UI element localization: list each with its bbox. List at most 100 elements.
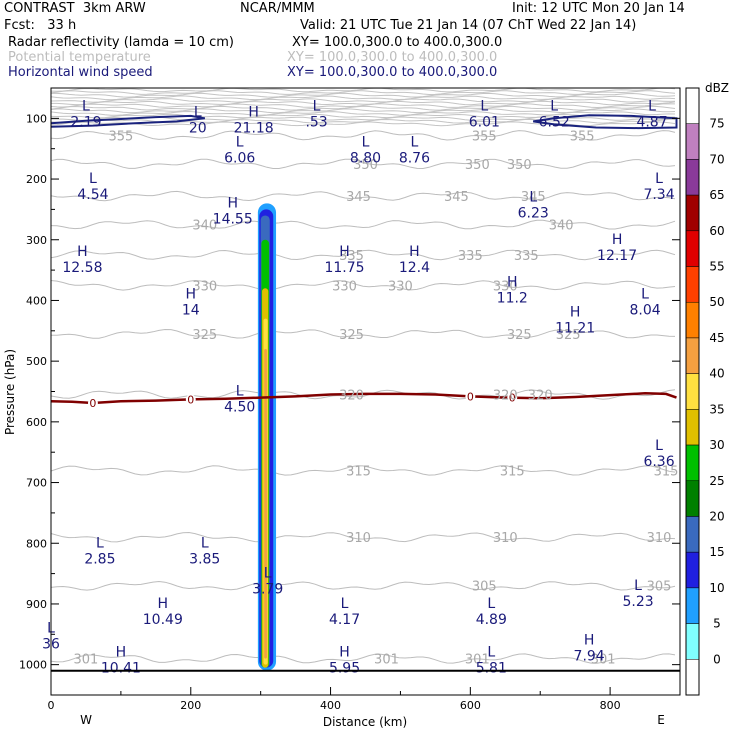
y-tick-label: 700 [26,477,47,490]
chart-source: NCAR/MMM [240,1,315,16]
wind-high-marker: H [158,596,169,612]
wind-low-marker: L [411,135,419,151]
theta-label: 320 [528,389,553,404]
wind-high-value: 10.49 [143,612,183,628]
theta-label: 320 [493,389,518,404]
zero-isotherm: 0 0 0 0 [50,390,677,410]
theta-band-line [50,95,676,101]
wind-contour-20 [533,114,678,130]
wind-low-value: 4.50 [224,400,255,416]
theta-contour-325 [50,328,676,339]
y-tick-label: 800 [26,537,47,550]
field-reflectivity-xy: XY= 100.0,300.0 to 400.0,300.0 [292,35,503,50]
wind-low-marker: L [648,98,656,114]
colorbar-level: 20 [709,509,724,523]
wind-low-marker: L [487,596,495,612]
theta-contours [50,130,676,664]
field-theta-xy: XY= 100.0,300.0 to 400.0,300.0 [287,50,498,65]
theta-label: 330 [493,279,518,294]
zero-label-bg [465,391,476,402]
wind-low-marker: L [655,438,663,454]
theta-label: 335 [514,249,539,264]
wind-low-marker: L [634,578,642,594]
theta-label: 325 [339,328,364,343]
theta-label: 325 [507,328,532,343]
wind-high-value: 5.95 [329,661,360,677]
theta-label: 320 [339,389,364,404]
wind-low-marker: L [550,98,558,114]
zero-label-bg [87,398,98,409]
x-end-label-east: E [657,713,665,727]
colorbar-swatch [685,123,700,160]
wind-speed-contours [50,114,678,130]
colorbar-swatch [685,444,700,482]
x-tick-label: 0 [48,699,55,712]
wind-low-marker: L [82,98,90,114]
theta-band-line [50,113,676,119]
wind-high-value: 12.4 [399,260,430,276]
y-tick-label: 600 [26,416,47,429]
theta-label: 315 [346,464,371,479]
wind-high-marker: H [339,244,350,260]
wind-high-value: 11.21 [555,321,595,337]
x-tick-label: 600 [460,699,481,712]
colorbar-unit: dBZ [705,81,729,95]
wind-high-marker: H [570,305,581,321]
x-end-label-west: W [80,713,92,727]
theta-label: 340 [192,219,217,234]
wind-high-marker: H [612,232,623,248]
wind-low-value: 6.36 [643,454,674,470]
wind-high-value: 12.17 [597,248,637,264]
theta-contour-345 [50,190,676,202]
zero-label: 0 [467,390,474,403]
zero-label: 0 [187,393,194,406]
stratosphere-theta-band [50,87,676,127]
colorbar-swatch [685,87,700,124]
colorbar-swatch [685,159,700,196]
x-tick-label: 200 [180,699,201,712]
theta-label: 345 [521,190,546,205]
theta-contour-301 [50,653,676,664]
theta-label: 330 [332,279,357,294]
wind-low-value: 3.79 [252,582,283,598]
colorbar-level: 55 [709,260,724,274]
theta-contour-330 [50,279,676,291]
theta-band-line [50,98,676,103]
wind-low-value: 6.01 [469,114,500,130]
theta-label: 301 [374,653,399,668]
theta-label: 355 [472,129,497,144]
colorbar-swatch [685,587,700,624]
wind-low-value: 4.17 [329,612,360,628]
wind-high-value: 12.58 [62,260,102,276]
theta-label: 340 [549,219,574,234]
theta-contour-355 [50,130,676,141]
zero-isotherm-line [50,392,677,405]
theta-label: 310 [647,531,672,546]
zero-label: 0 [509,392,516,405]
colorbar-swatch [685,480,700,517]
wind-low-marker: L [362,135,370,151]
theta-contour-350 [50,158,676,170]
reflectivity-40-dbz [264,349,267,659]
valid-time: Valid: 21 UTC Tue 21 Jan 14 (07 ChT Wed … [300,18,637,33]
wind-low-value: 6.52 [539,114,570,130]
theta-label: 301 [465,653,490,668]
wind-low-marker: L [236,135,244,151]
theta-label: 335 [458,249,483,264]
wind-high-value: 14.55 [213,211,253,227]
wind-low-value: 4.54 [77,187,108,203]
wind-low-value: 7.34 [643,187,674,203]
colorbar-level: 30 [709,438,724,452]
wind-low-marker: L [480,98,488,114]
theta-label: 330 [192,279,217,294]
theta-band-line [50,110,676,116]
colorbar-level: 65 [709,188,724,202]
wind-high-value: 11.2 [497,290,528,306]
wind-high-value: 7.94 [574,648,605,664]
theta-label: 345 [346,190,371,205]
colorbar-level: 35 [709,402,724,416]
wind-low-marker: L [529,189,537,205]
theta-contour-335 [50,249,676,261]
wind-labels: H21.18H14.55H12.58H11.75H12.4H12.17H11.2… [42,98,675,676]
